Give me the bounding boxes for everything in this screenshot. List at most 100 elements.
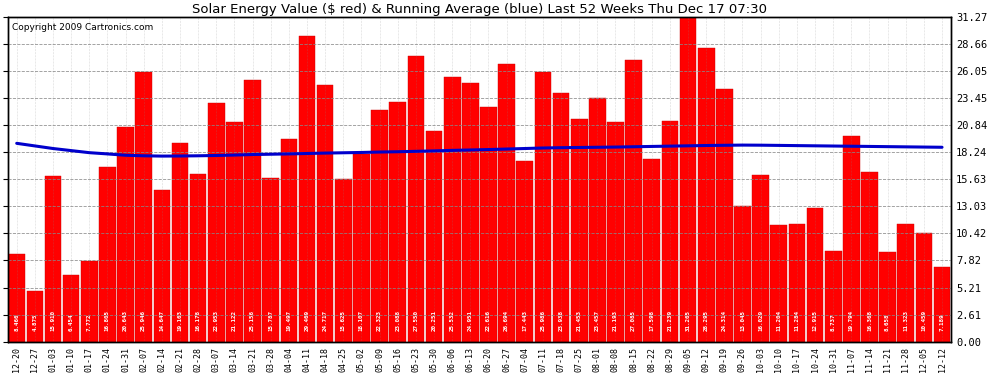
Text: 20.251: 20.251 (432, 310, 437, 331)
Text: 11.284: 11.284 (794, 310, 799, 331)
Text: Copyright 2009 Cartronics.com: Copyright 2009 Cartronics.com (12, 24, 153, 33)
Text: 27.550: 27.550 (414, 310, 419, 331)
Title: Solar Energy Value ($ red) & Running Average (blue) Last 52 Weeks Thu Dec 17 07:: Solar Energy Value ($ red) & Running Ave… (192, 3, 767, 16)
Bar (117, 127, 134, 342)
Bar (299, 36, 316, 342)
Text: 6.454: 6.454 (68, 314, 73, 331)
Bar (644, 159, 660, 342)
Text: 10.459: 10.459 (922, 310, 927, 331)
Text: 22.953: 22.953 (214, 310, 219, 331)
Bar (426, 131, 443, 342)
Text: 25.156: 25.156 (250, 310, 255, 331)
Bar (27, 291, 44, 342)
Bar (535, 72, 551, 342)
Text: 22.323: 22.323 (377, 310, 382, 331)
Bar (735, 206, 750, 342)
Bar (45, 177, 61, 342)
Text: 23.088: 23.088 (395, 310, 400, 331)
Bar (571, 119, 587, 342)
Text: 13.045: 13.045 (740, 310, 744, 331)
Bar (462, 82, 478, 342)
Text: 15.625: 15.625 (341, 310, 346, 331)
Text: 22.616: 22.616 (486, 310, 491, 331)
Bar (317, 85, 334, 342)
Text: 25.986: 25.986 (541, 310, 545, 331)
Text: 29.469: 29.469 (305, 310, 310, 331)
Bar (480, 107, 497, 342)
Text: 4.875: 4.875 (33, 314, 38, 331)
Bar (335, 179, 351, 342)
Bar (661, 121, 678, 342)
Bar (62, 274, 79, 342)
Text: 28.295: 28.295 (704, 310, 709, 331)
Text: 24.951: 24.951 (468, 310, 473, 331)
Text: 8.737: 8.737 (831, 314, 836, 331)
Bar (626, 60, 642, 342)
Bar (842, 136, 859, 342)
Text: 23.457: 23.457 (595, 310, 600, 331)
Bar (934, 267, 950, 342)
Text: 21.239: 21.239 (667, 310, 672, 331)
Bar (136, 72, 152, 342)
Text: 11.204: 11.204 (776, 310, 781, 331)
Bar (770, 225, 787, 342)
Bar (589, 98, 606, 342)
Bar (861, 172, 878, 342)
Text: 19.163: 19.163 (177, 310, 182, 331)
Bar (245, 80, 261, 342)
Bar (807, 207, 824, 342)
Text: 23.938: 23.938 (558, 310, 563, 331)
Bar (208, 103, 225, 342)
Bar (444, 76, 460, 342)
Text: 16.368: 16.368 (867, 310, 872, 331)
Text: 12.915: 12.915 (813, 310, 818, 331)
Bar (897, 224, 914, 342)
Bar (81, 261, 98, 342)
Bar (517, 160, 533, 342)
Bar (698, 48, 715, 342)
Text: 25.946: 25.946 (142, 310, 147, 331)
Bar (916, 233, 933, 342)
Text: 21.453: 21.453 (576, 310, 582, 331)
Bar (789, 225, 805, 342)
Bar (680, 17, 696, 342)
Bar (190, 174, 207, 342)
Text: 21.193: 21.193 (613, 310, 618, 331)
Text: 19.497: 19.497 (286, 310, 291, 331)
Text: 8.466: 8.466 (14, 314, 19, 331)
Bar (153, 190, 170, 342)
Bar (99, 167, 116, 342)
Text: 16.029: 16.029 (758, 310, 763, 331)
Bar (752, 175, 769, 342)
Bar (171, 142, 188, 342)
Bar (280, 139, 297, 342)
Bar (716, 89, 733, 342)
Text: 20.643: 20.643 (123, 310, 128, 331)
Bar (879, 252, 896, 342)
Bar (498, 64, 515, 342)
Bar (389, 102, 406, 342)
Text: 26.694: 26.694 (504, 310, 509, 331)
Bar (607, 122, 624, 342)
Text: 18.107: 18.107 (359, 310, 364, 331)
Bar (825, 251, 842, 342)
Text: 17.443: 17.443 (523, 310, 528, 331)
Text: 31.265: 31.265 (685, 310, 691, 331)
Text: 15.787: 15.787 (268, 310, 273, 331)
Bar (262, 178, 279, 342)
Text: 19.794: 19.794 (848, 310, 853, 331)
Text: 24.717: 24.717 (323, 310, 328, 331)
Bar (552, 93, 569, 342)
Text: 17.598: 17.598 (649, 310, 654, 331)
Text: 25.532: 25.532 (449, 310, 454, 331)
Bar (226, 122, 243, 342)
Text: 15.910: 15.910 (50, 310, 55, 331)
Text: 24.314: 24.314 (722, 310, 727, 331)
Text: 16.178: 16.178 (196, 310, 201, 331)
Bar (8, 254, 25, 342)
Text: 16.805: 16.805 (105, 310, 110, 331)
Text: 14.647: 14.647 (159, 310, 164, 331)
Text: 11.323: 11.323 (903, 310, 908, 331)
Bar (371, 110, 388, 342)
Bar (408, 56, 425, 342)
